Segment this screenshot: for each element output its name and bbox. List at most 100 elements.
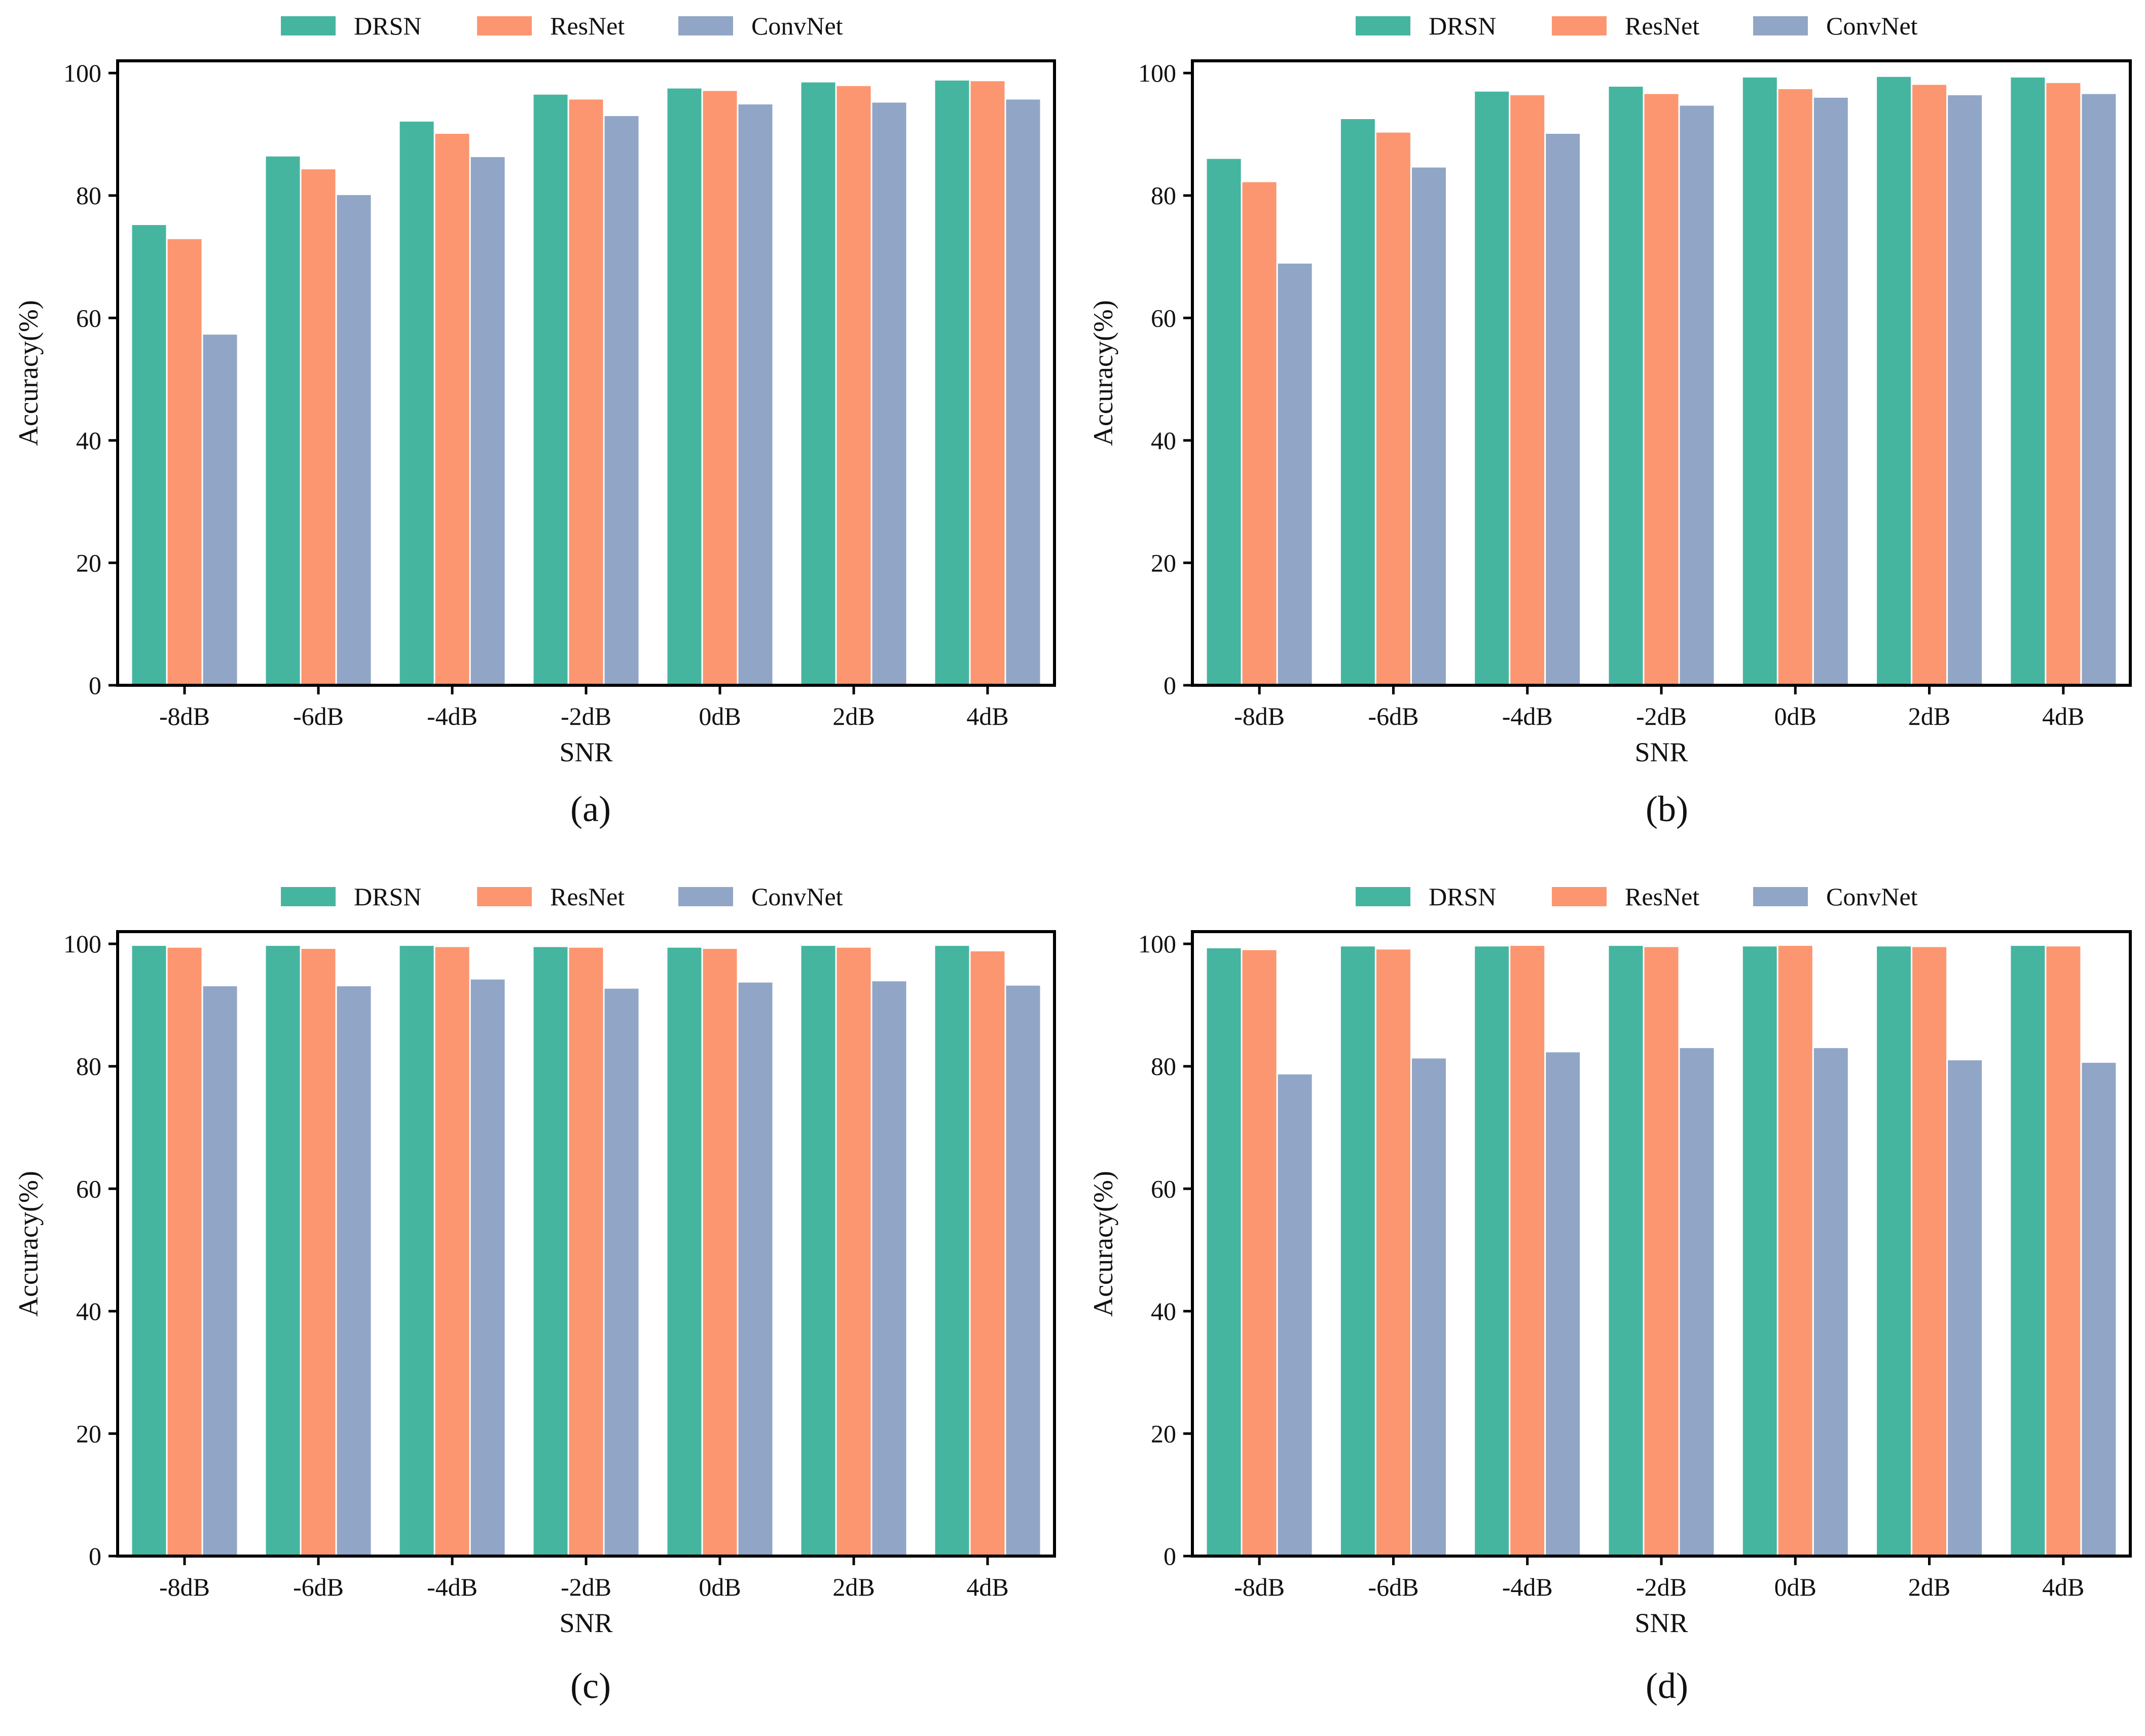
y-axis-title: Accuracy(%) [1088, 1171, 1118, 1317]
y-tick-label: 0 [89, 671, 101, 699]
bar-resnet-4dB [2045, 81, 2082, 686]
x-tick-label: -2dB [1636, 1573, 1687, 1601]
x-tick-label: 0dB [699, 702, 741, 730]
y-axis-title: Accuracy(%) [1088, 300, 1118, 446]
legend-label-drsn: DRSN [1429, 882, 1496, 911]
legend-swatch-resnet [477, 16, 532, 35]
x-tick-label: -4dB [427, 1573, 478, 1601]
x-tick-label: 4dB [966, 702, 1008, 730]
bar-resnet-0dB [701, 947, 739, 1557]
legend-label-drsn: DRSN [354, 882, 421, 911]
bar-convnet--4dB [1544, 1051, 1582, 1557]
x-tick-label: -6dB [1368, 702, 1419, 730]
bar-drsn-2dB [1875, 75, 1913, 686]
legend-swatch-drsn [1356, 16, 1410, 35]
bar-drsn--4dB [398, 944, 435, 1557]
y-tick-label: 60 [1151, 304, 1176, 332]
bar-resnet--6dB [300, 168, 337, 686]
legend-swatch-convnet [1753, 887, 1808, 906]
chart-panel-1: 0 20 40 60 80 100 -8dB -6dB -4dB -2dB 0dB 2dB 4dB SNR… [13, 12, 1056, 829]
x-tick-label: -4dB [427, 702, 478, 730]
legend-swatch-convnet [1753, 16, 1808, 35]
x-tick-label: 0dB [1774, 702, 1816, 730]
bar-resnet--4dB [1509, 93, 1546, 686]
bar-resnet-0dB [1776, 944, 1814, 1557]
legend-swatch-convnet [678, 887, 733, 906]
legend-label-resnet: ResNet [550, 12, 625, 40]
bar-convnet-0dB [1812, 96, 1849, 686]
x-tick-label: -8dB [159, 1573, 210, 1601]
x-tick-label: -6dB [293, 702, 344, 730]
bar-resnet--6dB [1374, 948, 1412, 1557]
y-tick-label: 100 [63, 59, 101, 87]
bar-resnet-4dB [969, 949, 1006, 1557]
bar-resnet--6dB [1374, 131, 1412, 686]
y-tick-label: 60 [76, 304, 101, 332]
bar-resnet--4dB [1509, 944, 1546, 1557]
bar-resnet--8dB [1241, 948, 1278, 1557]
bar-convnet-2dB [1946, 93, 1984, 686]
bar-convnet--6dB [335, 984, 373, 1557]
bar-convnet--2dB [603, 115, 640, 686]
y-tick-label: 80 [1151, 181, 1176, 210]
bar-resnet--8dB [166, 237, 203, 686]
bar-convnet--4dB [1544, 132, 1582, 686]
bar-drsn-0dB [666, 946, 703, 1557]
bar-convnet-4dB [1004, 98, 1042, 686]
y-tick-label: 0 [89, 1542, 101, 1570]
y-axis-title: Accuracy(%) [13, 300, 44, 446]
bar-convnet-0dB [737, 981, 774, 1557]
bar-drsn--6dB [1339, 945, 1376, 1557]
y-tick-label: 0 [1164, 1542, 1176, 1570]
x-tick-label: -8dB [1234, 702, 1285, 730]
panel-caption: (d) [1646, 1666, 1688, 1706]
bar-convnet-4dB [2080, 92, 2118, 686]
bar-convnet--4dB [469, 155, 506, 686]
legend-swatch-drsn [281, 16, 336, 35]
bar-resnet-2dB [1911, 83, 1948, 686]
bar-drsn--8dB [130, 944, 168, 1557]
legend-label-convnet: ConvNet [1826, 882, 1918, 911]
bar-drsn--4dB [1473, 945, 1511, 1557]
bar-convnet-2dB [1946, 1058, 1984, 1557]
bar-resnet--4dB [433, 132, 471, 686]
bar-resnet-4dB [2045, 945, 2082, 1557]
chart-panel-2: 0 20 40 60 80 100 -8dB -6dB -4dB -2dB 0dB 2dB 4dB SNR… [1088, 12, 2132, 829]
bar-convnet--6dB [1410, 166, 1447, 686]
x-tick-label: 0dB [699, 1573, 741, 1601]
legend: DRSN ResNet ConvNet [281, 882, 843, 911]
x-tick-label: -2dB [561, 702, 611, 730]
x-tick-label: 2dB [1908, 1573, 1950, 1601]
legend-label-resnet: ResNet [1625, 882, 1699, 911]
bar-drsn-4dB [2009, 944, 2047, 1557]
bar-drsn--8dB [130, 224, 168, 686]
bar-convnet-2dB [870, 101, 908, 686]
bar-convnet--8dB [1276, 1073, 1314, 1557]
legend-label-convnet: ConvNet [1826, 12, 1918, 40]
bar-convnet-2dB [870, 980, 908, 1557]
y-tick-label: 40 [76, 426, 101, 455]
x-tick-label: 4dB [2042, 1573, 2084, 1601]
legend-swatch-drsn [1356, 887, 1410, 906]
x-tick-label: 2dB [832, 1573, 875, 1601]
bar-drsn--8dB [1205, 157, 1243, 686]
legend-swatch-convnet [678, 16, 733, 35]
bar-resnet--4dB [433, 945, 471, 1557]
bar-drsn-0dB [1741, 945, 1778, 1557]
x-tick-label: -8dB [159, 702, 210, 730]
x-tick-label: 0dB [1774, 1573, 1816, 1601]
y-tick-label: 0 [1164, 671, 1176, 699]
x-tick-label: 4dB [966, 1573, 1008, 1601]
legend-label-drsn: DRSN [1429, 12, 1496, 40]
chart-panel-3: 0 20 40 60 80 100 -8dB -6dB -4dB -2dB 0dB 2dB 4dB SNR… [13, 882, 1056, 1706]
bar-drsn--4dB [1473, 90, 1511, 686]
bar-drsn-4dB [933, 79, 971, 686]
legend-label-resnet: ResNet [550, 882, 625, 911]
bar-drsn--6dB [264, 944, 302, 1557]
bar-drsn--6dB [1339, 118, 1376, 686]
bar-drsn-4dB [2009, 76, 2047, 686]
bar-resnet--6dB [300, 947, 337, 1557]
legend-label-drsn: DRSN [354, 12, 421, 40]
y-tick-label: 20 [76, 548, 101, 577]
